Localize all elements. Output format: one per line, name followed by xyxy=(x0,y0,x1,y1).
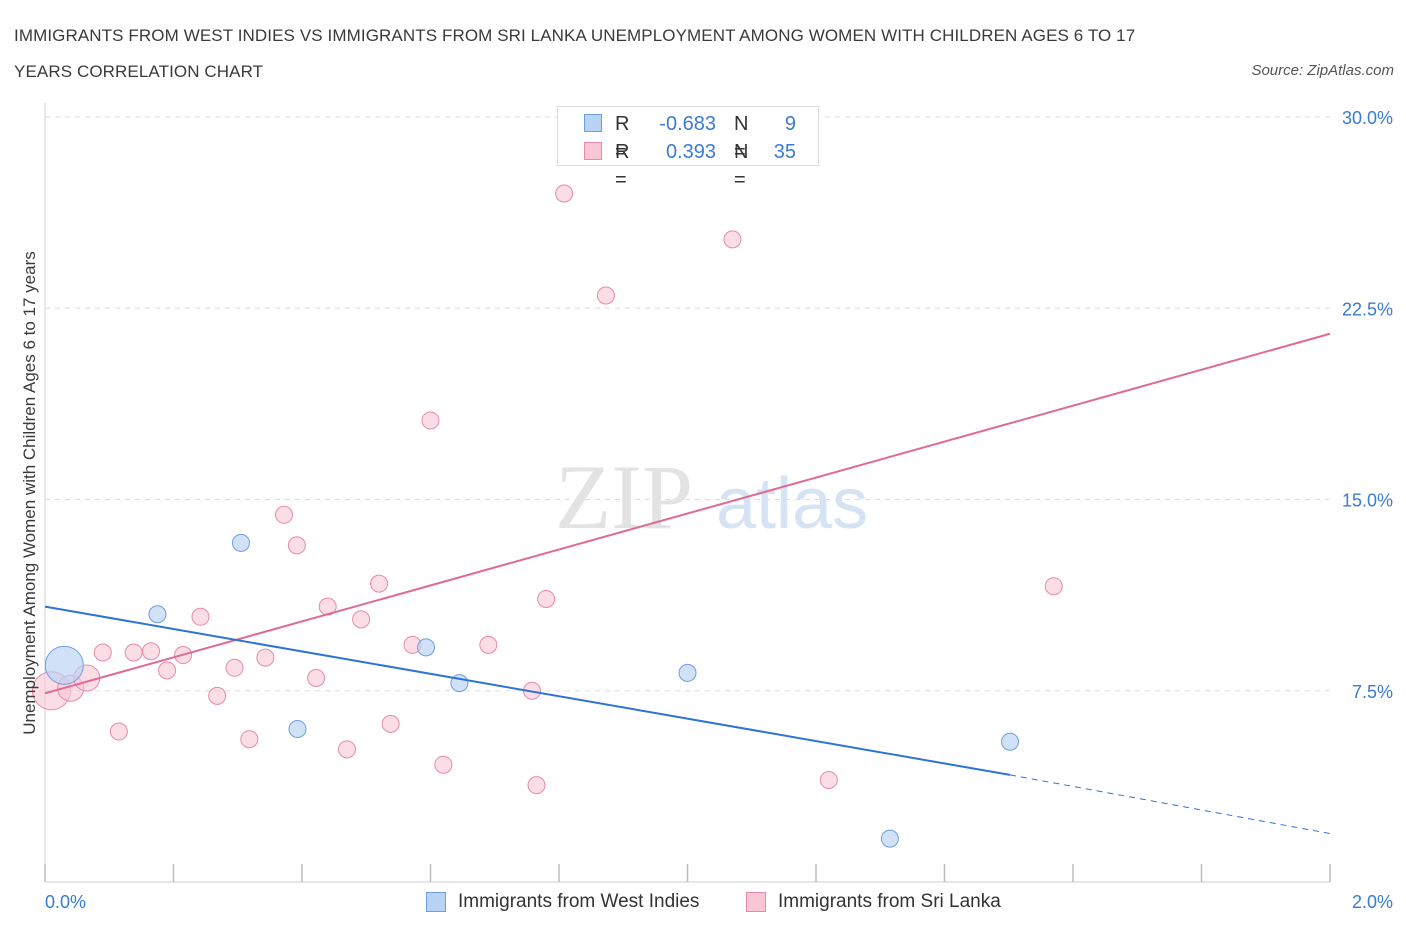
series-west-indies-points xyxy=(44,533,1020,848)
data-point-sri-lanka xyxy=(337,740,356,759)
chart-title: IMMIGRANTS FROM WEST INDIES VS IMMIGRANT… xyxy=(14,26,1136,81)
correlation-legend: R = -0.683 N = 9 R = 0.393 N = 35 xyxy=(557,106,819,191)
y-tick-label: 22.5% xyxy=(1342,299,1393,319)
data-point-west-indies xyxy=(880,829,899,848)
data-point-west-indies xyxy=(44,645,84,685)
legend-n-value: 35 xyxy=(773,141,796,163)
legend-label-sri-lanka: Immigrants from Sri Lanka xyxy=(778,891,1001,912)
y-axis-tick-labels: 7.5% 15.0% 22.5% 30.0% xyxy=(1342,108,1393,702)
y-tick-label: 15.0% xyxy=(1342,491,1393,511)
legend-r-label: R = xyxy=(615,141,630,191)
data-point-sri-lanka xyxy=(352,610,371,629)
data-point-sri-lanka xyxy=(275,505,294,524)
data-point-sri-lanka xyxy=(370,574,389,593)
x-axis-tick-labels: 0.0% 2.0% xyxy=(45,892,1393,912)
data-point-sri-lanka xyxy=(208,686,227,705)
data-point-sri-lanka xyxy=(723,230,742,249)
data-point-sri-lanka xyxy=(479,635,498,654)
series-legend: Immigrants from West Indies Immigrants f… xyxy=(0,888,1406,916)
trend-line-sri-lanka xyxy=(44,332,1331,695)
legend-r-label: R = xyxy=(615,113,630,163)
data-point-sri-lanka xyxy=(142,642,161,661)
x-axis-ticks xyxy=(44,864,1331,882)
data-point-sri-lanka xyxy=(1044,577,1063,596)
y-tick-label: 30.0% xyxy=(1342,108,1393,128)
data-point-sri-lanka xyxy=(307,669,326,687)
legend-r-value: -0.683 xyxy=(659,113,716,135)
legend-swatch-blue xyxy=(584,114,602,132)
watermark-atlas: atlas xyxy=(716,464,868,544)
data-point-sri-lanka xyxy=(240,730,259,749)
data-point-west-indies xyxy=(1001,732,1020,751)
legend-n-label: N = xyxy=(734,141,749,191)
data-point-west-indies xyxy=(417,638,436,657)
data-point-sri-lanka xyxy=(287,536,306,555)
x-tick-label: 0.0% xyxy=(45,892,86,912)
data-point-sri-lanka xyxy=(421,411,440,430)
legend-swatch-pink xyxy=(746,892,766,912)
data-point-sri-lanka xyxy=(256,648,275,667)
data-point-sri-lanka xyxy=(124,643,143,662)
data-point-sri-lanka xyxy=(93,643,112,662)
legend-n-value: 9 xyxy=(784,113,796,135)
data-point-sri-lanka xyxy=(434,755,453,774)
data-point-sri-lanka xyxy=(109,722,128,741)
data-point-west-indies xyxy=(678,663,697,682)
legend-swatch-blue xyxy=(426,892,446,912)
y-tick-label: 7.5% xyxy=(1352,682,1393,702)
legend-swatch-pink xyxy=(584,142,602,160)
legend-n-label: N = xyxy=(734,113,749,163)
data-point-west-indies xyxy=(288,720,307,738)
data-point-sri-lanka xyxy=(537,589,556,608)
trend-lines xyxy=(44,332,1331,835)
data-point-sri-lanka xyxy=(555,184,574,203)
legend-label-west-indies: Immigrants from West Indies xyxy=(458,891,700,912)
watermark: ZIP atlas xyxy=(555,446,868,548)
trend-line-west-indies xyxy=(44,605,1011,776)
source-label: Source: ZipAtlas.com xyxy=(1251,62,1394,79)
data-point-west-indies xyxy=(148,605,167,624)
data-point-sri-lanka xyxy=(225,658,244,677)
watermark-zip: ZIP xyxy=(555,446,693,548)
y-axis-label: Unemployment Among Women with Children A… xyxy=(20,251,39,735)
data-point-sri-lanka xyxy=(381,714,400,733)
data-point-west-indies xyxy=(231,533,250,552)
data-point-sri-lanka xyxy=(158,661,177,680)
legend-r-value: 0.393 xyxy=(665,141,716,163)
data-point-sri-lanka xyxy=(596,286,615,305)
x-tick-label: 2.0% xyxy=(1352,892,1393,912)
grid-lines xyxy=(45,116,1330,692)
data-point-sri-lanka xyxy=(819,771,838,789)
trend-line-west-indies-extension xyxy=(1009,774,1331,835)
data-point-sri-lanka xyxy=(191,607,210,626)
data-point-sri-lanka xyxy=(527,776,546,795)
